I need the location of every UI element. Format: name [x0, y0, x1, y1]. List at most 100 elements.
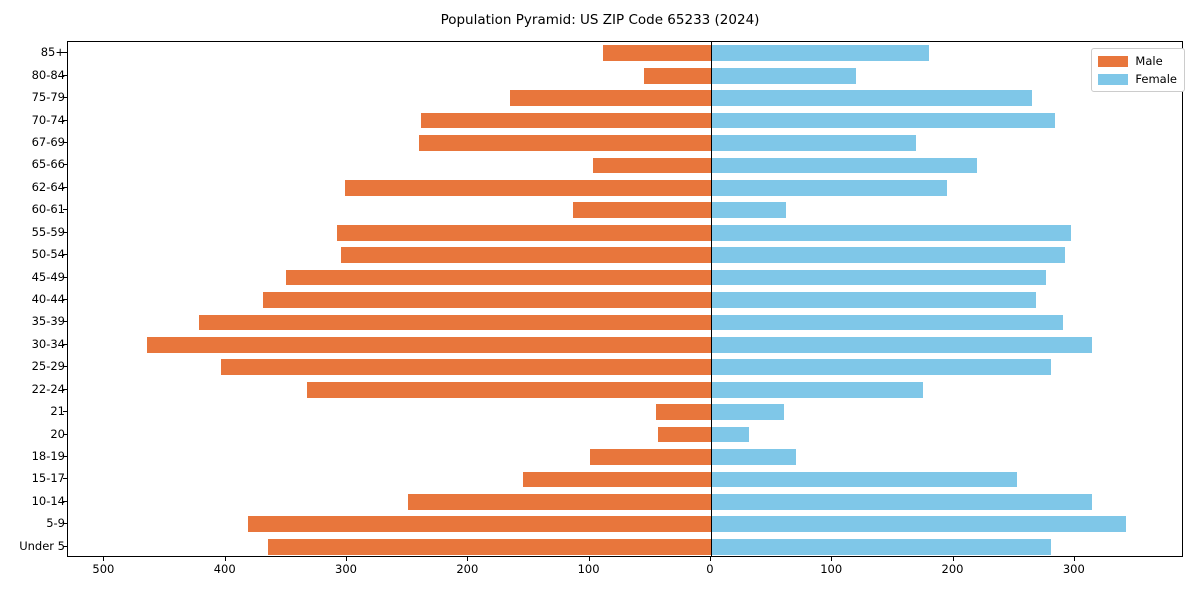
- bar-female[interactable]: [710, 90, 1033, 106]
- plot-area: [67, 41, 1183, 557]
- bar-female[interactable]: [710, 112, 1056, 129]
- bar-row: [68, 202, 1182, 219]
- y-tick-mark: [63, 164, 67, 166]
- bar-male[interactable]: [263, 292, 711, 308]
- x-tick-mark: [952, 557, 954, 561]
- bar-row: [68, 538, 1182, 555]
- bar-male[interactable]: [407, 494, 711, 510]
- bar-row: [68, 314, 1182, 331]
- x-tick-label: 300: [1062, 562, 1085, 576]
- bar-row: [68, 494, 1182, 510]
- bar-female[interactable]: [710, 292, 1036, 308]
- bar-female[interactable]: [710, 516, 1126, 533]
- y-tick-mark: [63, 478, 67, 480]
- x-tick-label: 300: [335, 562, 357, 576]
- y-tick-mark: [63, 433, 67, 435]
- bar-row: [68, 67, 1182, 84]
- bar-female[interactable]: [710, 359, 1051, 376]
- bar-female[interactable]: [710, 179, 948, 196]
- bar-row: [68, 516, 1182, 533]
- y-tick-label: 21: [50, 404, 65, 419]
- legend-label: Male: [1135, 54, 1163, 68]
- bar-male[interactable]: [146, 337, 711, 353]
- bar-female[interactable]: [710, 247, 1066, 263]
- legend-entry[interactable]: Female: [1098, 72, 1177, 86]
- y-tick-mark: [63, 500, 67, 502]
- x-tick-label: 500: [92, 562, 115, 576]
- y-tick-mark: [63, 545, 67, 547]
- bar-female[interactable]: [710, 381, 924, 398]
- y-tick-mark: [63, 254, 67, 256]
- y-tick-mark: [63, 343, 67, 345]
- bar-female[interactable]: [710, 269, 1046, 286]
- bar-row: [68, 359, 1182, 376]
- bar-female[interactable]: [710, 494, 1092, 510]
- legend-swatch: [1098, 55, 1129, 67]
- bar-male[interactable]: [418, 135, 711, 151]
- bar-male[interactable]: [420, 112, 711, 129]
- bar-female[interactable]: [710, 449, 796, 465]
- bar-female[interactable]: [710, 157, 977, 174]
- bar-row: [68, 449, 1182, 465]
- bar-male[interactable]: [589, 449, 711, 465]
- bar-male[interactable]: [602, 45, 711, 62]
- bar-female[interactable]: [710, 314, 1063, 331]
- x-tick-mark: [588, 557, 590, 561]
- bar-male[interactable]: [657, 426, 711, 443]
- bar-female[interactable]: [710, 224, 1072, 241]
- bar-female[interactable]: [710, 202, 787, 219]
- bar-row: [68, 112, 1182, 129]
- y-tick-label: 70-74: [31, 112, 65, 127]
- x-tick-mark: [831, 557, 833, 561]
- bar-female[interactable]: [710, 135, 916, 151]
- bar-male[interactable]: [268, 538, 711, 555]
- x-tick-mark: [346, 557, 347, 561]
- bar-row: [68, 404, 1182, 421]
- y-tick-mark: [63, 523, 67, 525]
- x-tick-mark: [467, 557, 469, 561]
- bar-female[interactable]: [710, 538, 1051, 555]
- chart-legend: Male Female: [1091, 48, 1185, 92]
- bar-row: [68, 292, 1182, 308]
- bar-male[interactable]: [593, 157, 711, 174]
- bar-male[interactable]: [340, 247, 711, 263]
- bar-male[interactable]: [656, 404, 711, 421]
- bar-male[interactable]: [199, 314, 711, 331]
- y-tick-label: 25-29: [31, 359, 65, 374]
- bar-female[interactable]: [710, 404, 784, 421]
- bar-female[interactable]: [710, 67, 857, 84]
- y-tick-label: 35-39: [31, 314, 65, 329]
- bar-male[interactable]: [220, 359, 711, 376]
- bar-row: [68, 90, 1182, 106]
- y-tick-label: 85+: [40, 45, 65, 60]
- y-tick-mark: [63, 456, 67, 458]
- bar-male[interactable]: [306, 381, 711, 398]
- bar-male[interactable]: [522, 471, 711, 488]
- y-tick-label: 62-64: [31, 179, 65, 194]
- y-tick-mark: [63, 97, 67, 99]
- x-tick-label: 200: [456, 562, 479, 576]
- bar-male[interactable]: [509, 90, 711, 106]
- bar-male[interactable]: [344, 179, 711, 196]
- x-tick-mark: [1073, 557, 1075, 561]
- bar-female[interactable]: [710, 471, 1017, 488]
- bar-male[interactable]: [337, 224, 711, 241]
- y-tick-mark: [63, 141, 67, 143]
- y-tick-mark: [63, 74, 67, 76]
- bar-male[interactable]: [572, 202, 711, 219]
- y-tick-label: 15-17: [31, 471, 65, 486]
- bar-row: [68, 471, 1182, 488]
- bar-row: [68, 157, 1182, 174]
- bar-female[interactable]: [710, 337, 1092, 353]
- legend-entry[interactable]: Male: [1098, 54, 1177, 68]
- bar-male[interactable]: [247, 516, 711, 533]
- bar-female[interactable]: [710, 426, 749, 443]
- y-tick-label: 80-84: [31, 67, 65, 82]
- y-tick-label: 10-14: [31, 493, 65, 508]
- bar-row: [68, 135, 1182, 151]
- bar-male[interactable]: [644, 67, 711, 84]
- bar-male[interactable]: [286, 269, 711, 286]
- bar-row: [68, 269, 1182, 286]
- bar-female[interactable]: [710, 45, 930, 62]
